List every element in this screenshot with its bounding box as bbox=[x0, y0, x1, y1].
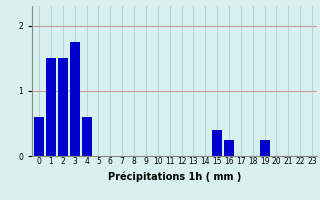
Bar bbox=[70, 42, 80, 156]
X-axis label: Précipitations 1h ( mm ): Précipitations 1h ( mm ) bbox=[108, 172, 241, 182]
Bar bbox=[58, 58, 68, 156]
Bar bbox=[46, 58, 56, 156]
Bar bbox=[82, 117, 92, 156]
Bar bbox=[224, 140, 234, 156]
Bar bbox=[260, 140, 270, 156]
Bar bbox=[212, 130, 222, 156]
Bar bbox=[34, 117, 44, 156]
